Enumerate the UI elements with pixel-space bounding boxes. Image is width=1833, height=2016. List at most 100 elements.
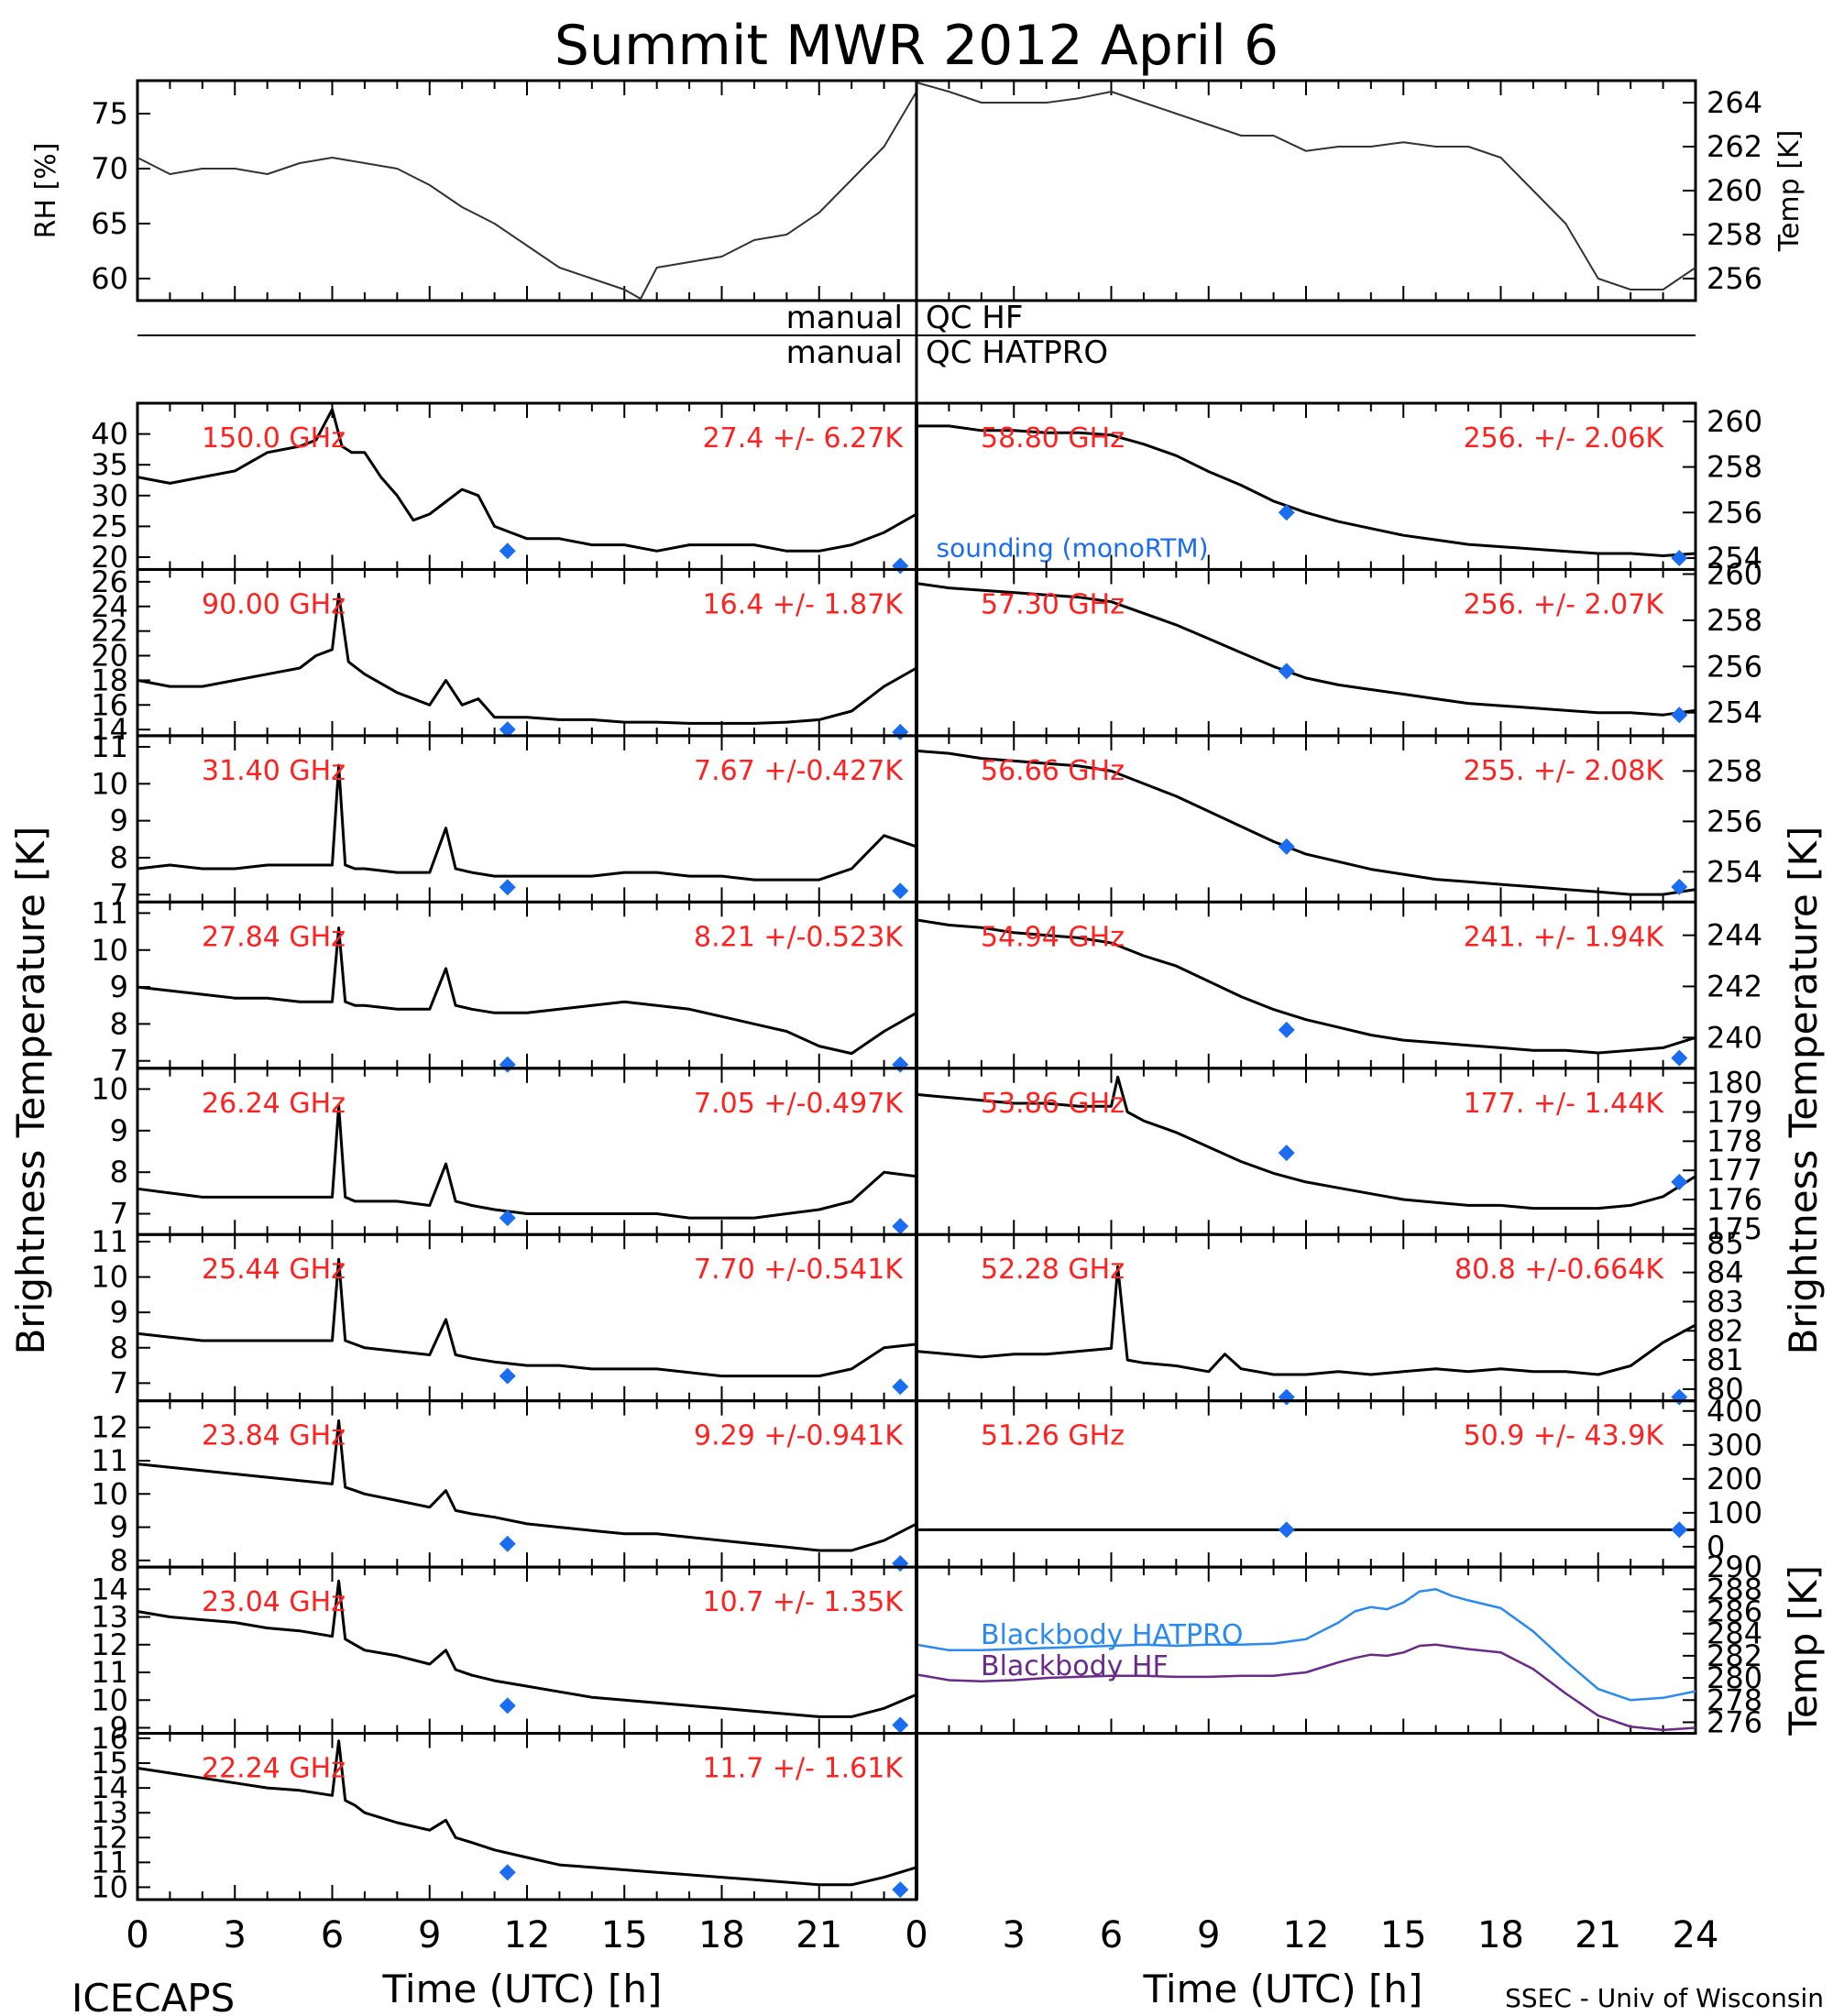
right-panel-5-ytick-label: 177 [1707,1153,1762,1188]
right-panel-6-ytick-label: 85 [1707,1226,1744,1261]
right-panel-1-ytick-label: 256 [1707,495,1762,530]
right-xtick-label: 0 [905,1914,927,1956]
right-panel-5-line [916,1075,1696,1211]
right-panel-5-sounding-marker [1671,1173,1688,1190]
left-panel-5-sounding-marker [892,1218,909,1235]
left-panel-7-sounding-marker [499,1535,516,1552]
left-panel-6-ytick-label: 8 [110,1331,128,1365]
left-xtick-label: 9 [418,1914,441,1956]
right-panel-3-stats: 255. +/- 2.08K [1464,755,1665,787]
left-panel-9-ytick-label: 10 [91,1869,128,1904]
right-panel-1-stats: 256. +/- 2.06K [1464,422,1665,455]
left-panel-8-sounding-marker [499,1697,516,1715]
right-panel-6-line [916,1265,1696,1376]
left-panel-8-ytick-label: 13 [91,1600,128,1635]
rh-panel-ytick-label: 65 [91,206,128,241]
left-panel-1-sounding-marker [499,542,516,560]
left-panel-2-frequency: 90.00 GHz [202,588,346,620]
right-panel-7-sounding-marker [1671,1521,1688,1539]
rh-axis-label: RH [%] [30,143,62,239]
temp-panel-ytick-label: 258 [1707,217,1762,252]
right-panel-7-frequency: 51.26 GHz [981,1420,1125,1452]
left-panel-2-ytick-label: 18 [91,663,128,697]
right-panel-8-ytick-label: 280 [1707,1660,1762,1695]
right-panel-5-ytick-label: 179 [1707,1095,1762,1130]
left-panel-8-ytick-label: 14 [91,1572,128,1606]
left-panel-3-ytick-label: 10 [91,766,128,801]
right-xtick-label: 21 [1575,1914,1621,1956]
left-panel-3-frequency: 31.40 GHz [202,755,346,787]
left-panel-2-ytick-label: 20 [91,639,128,674]
right-panel-7-ytick-label: 200 [1707,1462,1762,1496]
temp-line [916,82,1696,290]
temp-panel-ytick-label: 260 [1707,173,1762,208]
right-panel-4-stats: 241. +/- 1.94K [1464,921,1665,953]
blackbody-temp-axis-label: Temp [K] [1781,1565,1826,1737]
left-panel-6-frequency: 25.44 GHz [202,1254,346,1286]
left-panel-7-stats: 9.29 +/-0.941K [694,1420,904,1452]
right-panel-4-sounding-marker [1671,1049,1688,1067]
right-panel-1-ytick-label: 254 [1707,541,1762,575]
left-panel-1-frequency: 150.0 GHz [202,422,346,455]
left-panel-6-ytick-label: 10 [91,1260,128,1295]
left-panel-4-ytick-label: 11 [91,895,128,930]
right-xtick-label: 18 [1477,1914,1524,1956]
qc-hatpro-label: QC HATPRO [926,334,1108,371]
temp-axis-label: Temp [K] [1773,130,1806,253]
right-panel-8-ytick-label: 290 [1707,1550,1762,1584]
rh-line [137,91,917,300]
right-panel-4-line [916,918,1696,1055]
right-xtick-label: 6 [1100,1914,1123,1956]
left-panel-2-stats: 16.4 +/- 1.87K [703,588,905,620]
left-panel-9-frequency: 22.24 GHz [202,1753,346,1785]
right-panel-3-ytick-label: 258 [1707,753,1762,788]
left-panel-8-ytick-label: 12 [91,1627,128,1662]
left-panel-5-ytick-label: 10 [91,1071,128,1106]
left-panel-2-ytick-label: 16 [91,687,128,722]
right-panel-3-ytick-label: 254 [1707,854,1762,889]
right-panel-6-ytick-label: 82 [1707,1313,1744,1348]
left-panel-5-frequency: 26.24 GHz [202,1088,346,1120]
left-panel-5-ytick-label: 9 [110,1113,128,1148]
qc-hf-label: QC HF [926,300,1023,336]
qc-hatpro-manual-label: manual [786,334,903,371]
left-y-axis-label: Brightness Temperature [K] [8,827,53,1355]
right-xtick-label: 3 [1003,1914,1026,1956]
left-panel-1-line [137,408,917,553]
right-panel-8-series-2 [916,1643,1696,1732]
left-panel-4-frequency: 27.84 GHz [202,921,346,953]
left-panel-4-ytick-label: 9 [110,970,128,1004]
right-panel-8-ytick-label: 278 [1707,1682,1762,1717]
legend-blackbody-hatpro: Blackbody HATPRO [981,1619,1244,1651]
right-panel-5-ytick-label: 175 [1707,1211,1762,1246]
temp-panel-ytick-label: 256 [1707,261,1762,296]
right-panel-1-line [916,424,1696,557]
right-panel-8-series-1 [916,1588,1696,1702]
right-panel-3-line [916,749,1696,896]
left-panel-7-frequency: 23.84 GHz [202,1420,346,1452]
left-panel-7-ytick-label: 9 [110,1510,128,1545]
left-panel-2-ytick-label: 26 [91,564,128,599]
left-xtick-label: 12 [504,1914,551,1956]
left-panel-7-ytick-label: 12 [91,1410,128,1445]
legend-blackbody-hf: Blackbody HF [981,1650,1169,1682]
right-panel-6-frequency: 52.28 GHz [981,1254,1125,1286]
right-panel-8-ytick-label: 288 [1707,1572,1762,1606]
left-panel-9-sounding-marker [499,1864,516,1881]
footer-left: ICECAPS [71,1976,235,2016]
right-panel-5-ytick-label: 178 [1707,1123,1762,1158]
qc-hf-manual-label: manual [786,300,903,336]
right-panel-2-sounding-marker [1671,707,1688,724]
right-panel-3-frequency: 56.66 GHz [981,755,1125,787]
chart-title: Summit MWR 2012 April 6 [554,14,1279,78]
right-panel-7-stats: 50.9 +/- 43.9K [1464,1420,1665,1452]
left-panel-8-ytick-label: 11 [91,1655,128,1690]
right-panel-2-ytick-label: 258 [1707,603,1762,638]
left-panel-6-line [137,1257,917,1378]
right-panel-2-stats: 256. +/- 2.07K [1464,588,1665,620]
left-xtick-label: 15 [601,1914,648,1956]
right-panel-8-ytick-label: 284 [1707,1616,1762,1651]
left-panel-7-line [137,1419,917,1552]
left-panel-7-ytick-label: 8 [110,1543,128,1578]
right-panel-7-ytick-label: 100 [1707,1496,1762,1530]
